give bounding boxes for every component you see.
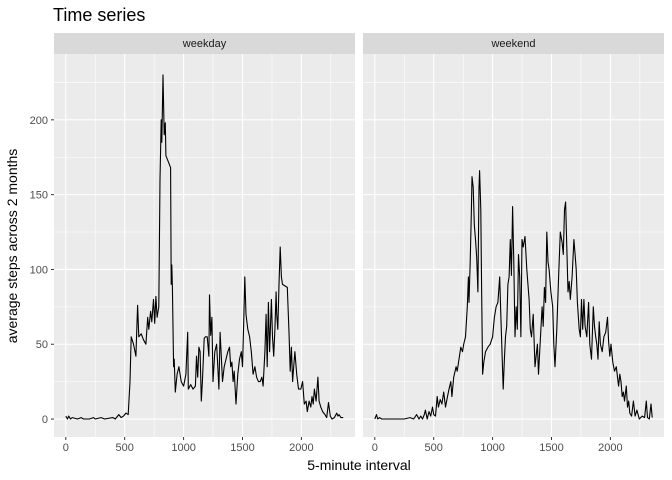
y-tick-label: 100: [30, 264, 48, 276]
chart-title: Time series: [53, 5, 145, 25]
series-line-weekend: [374, 170, 653, 420]
x-tick-label: 500: [425, 442, 443, 454]
facet-strip-label: weekend: [490, 38, 535, 50]
x-tick-label: 1000: [480, 442, 504, 454]
facet-strip: [54, 33, 355, 54]
facet-strip-label: weekday: [182, 38, 227, 50]
x-tick-label: 1500: [230, 442, 254, 454]
facet-panel-weekday: weekday 0 500 1000 1500 2000 0 50 100 150 200: [30, 33, 355, 454]
y-tick-label: 150: [30, 190, 48, 202]
y-tick-label: 0: [42, 414, 48, 426]
y-tick-label: 50: [36, 339, 48, 351]
x-tick-label: 2000: [289, 442, 313, 454]
x-tick-label: 1500: [539, 442, 563, 454]
x-tick-label: 2000: [598, 442, 622, 454]
x-axis-title: 5-minute interval: [307, 457, 411, 473]
series-line-weekday: [65, 74, 344, 420]
x-tick-label: 0: [372, 442, 378, 454]
plot-panel-background: [54, 54, 355, 437]
y-axis-title: average steps across 2 months: [4, 149, 20, 344]
facet-panel-weekend: weekend 0 500 1000 1500 2000: [363, 33, 664, 454]
x-tick-label: 500: [116, 442, 134, 454]
x-tick-label: 0: [63, 442, 69, 454]
facet-strip: [363, 33, 664, 54]
y-tick-label: 200: [30, 115, 48, 127]
facet-panels: weekday 0 500 1000 1500 2000 0 50 100 150 200 weeke…: [30, 33, 664, 454]
x-tick-label: 1000: [171, 442, 195, 454]
